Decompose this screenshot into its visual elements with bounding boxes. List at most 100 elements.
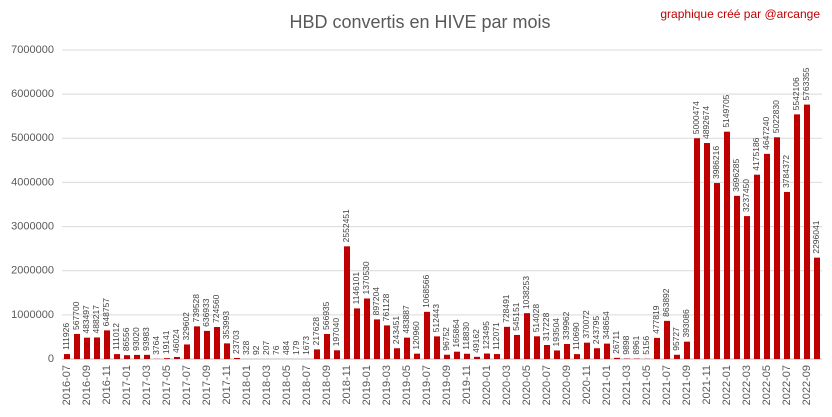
x-tick-label: 2017-03 xyxy=(141,365,153,405)
value-label: 328 xyxy=(241,341,251,355)
value-label: 514028 xyxy=(531,304,541,333)
value-label: 761128 xyxy=(381,293,391,321)
y-tick-label: 1000000 xyxy=(11,309,54,321)
value-label: 4892674 xyxy=(701,106,711,139)
value-label: 23703 xyxy=(231,330,241,354)
bar xyxy=(194,326,200,359)
x-tick-label: 2019-09 xyxy=(441,365,453,405)
bar xyxy=(64,354,70,359)
bar xyxy=(144,354,150,359)
value-label: 5763355 xyxy=(801,67,811,100)
bar xyxy=(694,138,700,359)
value-label: 123495 xyxy=(481,321,491,350)
bar xyxy=(714,183,720,359)
bar xyxy=(164,358,170,359)
x-tick-label: 2019-05 xyxy=(401,365,413,405)
bar xyxy=(554,350,560,359)
y-tick-label: 4000000 xyxy=(11,176,54,188)
value-label: 1146101 xyxy=(351,272,361,305)
bar xyxy=(764,153,770,359)
value-label: 370072 xyxy=(581,310,591,339)
value-label: 3784372 xyxy=(781,155,791,188)
value-label: 1370530 xyxy=(361,261,371,294)
x-tick-label: 2022-01 xyxy=(721,365,733,405)
x-tick-label: 2017-11 xyxy=(221,365,233,405)
bar xyxy=(504,326,510,359)
value-label: 19141 xyxy=(161,330,171,354)
bar xyxy=(314,349,320,359)
bar xyxy=(394,348,400,359)
value-label: 3696285 xyxy=(731,158,741,191)
value-label: 5156 xyxy=(641,336,651,355)
bar xyxy=(434,336,440,359)
value-label: 95727 xyxy=(671,327,681,351)
bar xyxy=(214,327,220,359)
bar xyxy=(104,330,110,359)
value-label: 3764 xyxy=(151,336,161,355)
bar xyxy=(174,356,180,359)
bar xyxy=(684,341,690,359)
x-tick-label: 2016-11 xyxy=(101,365,113,405)
x-tick-label: 2018-01 xyxy=(241,365,253,405)
bar xyxy=(754,174,760,359)
bar xyxy=(704,143,710,359)
y-tick-label: 7000000 xyxy=(11,44,54,56)
x-tick-label: 2020-01 xyxy=(481,365,493,405)
y-tick-label: 6000000 xyxy=(11,88,54,100)
value-label: 93020 xyxy=(131,327,141,351)
x-tick-label: 2022-09 xyxy=(801,365,813,405)
x-tick-label: 2020-11 xyxy=(581,365,593,405)
x-tick-label: 2020-03 xyxy=(501,365,513,405)
value-label: 96752 xyxy=(441,327,451,351)
bar xyxy=(364,298,370,359)
value-label: 243795 xyxy=(591,316,601,345)
bar xyxy=(664,320,670,359)
bar xyxy=(184,344,190,359)
bar xyxy=(204,330,210,359)
bar xyxy=(464,353,470,359)
value-label: 4175186 xyxy=(751,137,761,170)
x-tick-label: 2020-05 xyxy=(521,365,533,405)
value-label: 5542106 xyxy=(791,77,801,110)
value-label: 110690 xyxy=(571,322,581,350)
x-tick-label: 2018-07 xyxy=(301,365,313,405)
x-tick-label: 2017-05 xyxy=(161,365,173,405)
bar xyxy=(94,337,100,359)
bar xyxy=(514,334,520,359)
value-label: 483887 xyxy=(401,305,411,334)
bar xyxy=(344,246,350,359)
x-tick-label: 2019-11 xyxy=(461,365,473,405)
bar xyxy=(594,348,600,359)
bar xyxy=(134,354,140,359)
x-tick-label: 2019-01 xyxy=(361,365,373,405)
x-tick-label: 2016-09 xyxy=(81,365,93,405)
value-label: 197040 xyxy=(331,318,341,347)
bar xyxy=(794,114,800,359)
value-label: 648757 xyxy=(101,298,111,327)
y-tick-label: 3000000 xyxy=(11,220,54,232)
bar xyxy=(84,337,90,359)
value-label: 86556 xyxy=(121,327,131,351)
x-tick-label: 2017-09 xyxy=(201,365,213,405)
x-tick-label: 2021-07 xyxy=(661,365,673,405)
value-label: 317228 xyxy=(541,312,551,341)
value-label: 329602 xyxy=(181,312,191,341)
value-label: 477819 xyxy=(651,305,661,334)
x-tick-label: 2021-01 xyxy=(601,365,613,405)
value-label: 2296041 xyxy=(811,220,821,253)
value-label: 393086 xyxy=(681,309,691,338)
value-label: 243451 xyxy=(391,316,401,345)
y-tick-label: 5000000 xyxy=(11,132,54,144)
value-label: 46024 xyxy=(171,329,181,353)
value-label: 2552451 xyxy=(341,209,351,242)
value-label: 5149705 xyxy=(721,94,731,127)
bar xyxy=(604,343,610,359)
value-label: 76 xyxy=(271,345,281,355)
x-tick-label: 2018-03 xyxy=(261,365,273,405)
value-label: 897204 xyxy=(371,287,381,316)
value-label: 120960 xyxy=(411,321,421,350)
bar xyxy=(574,354,580,359)
value-label: 488217 xyxy=(91,305,101,334)
x-tick-label: 2022-03 xyxy=(741,365,753,405)
value-label: 1068566 xyxy=(421,274,431,307)
